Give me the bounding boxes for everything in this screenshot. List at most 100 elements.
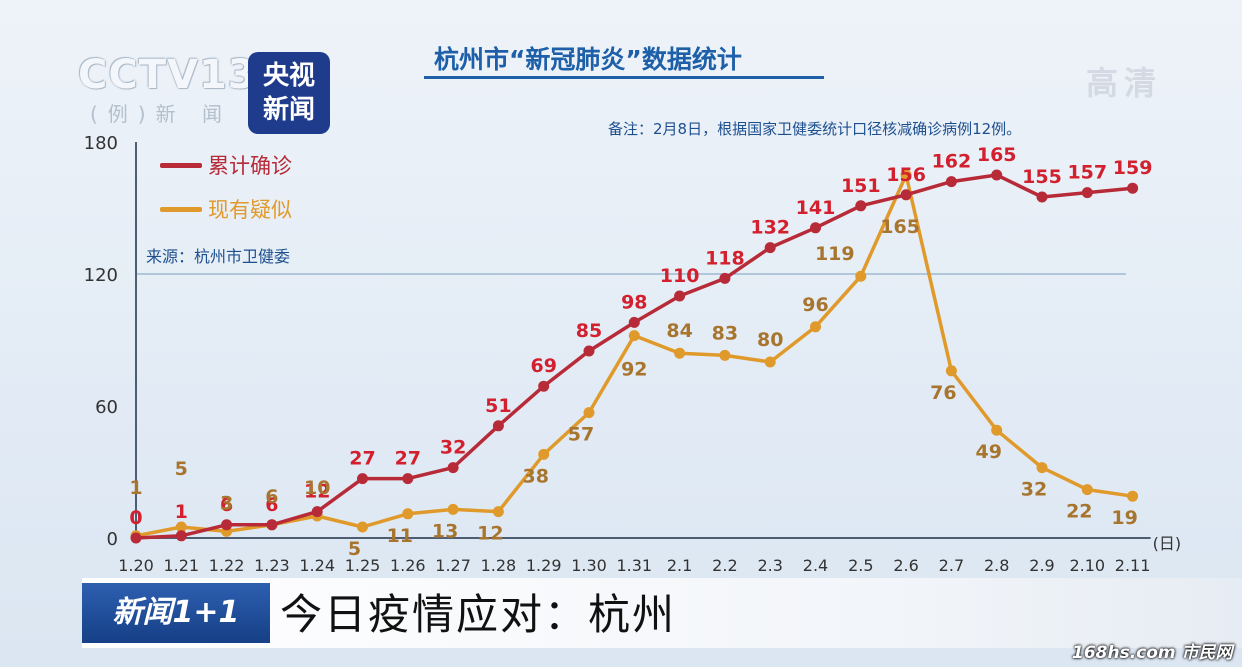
legend-swatch-confirmed: [160, 163, 202, 168]
point-suspected-2.7: [945, 365, 957, 377]
y-tick-label-0: 0: [107, 529, 118, 550]
y-tick-label-60: 60: [95, 397, 118, 418]
data-label-confirmed-2.9: 155: [1022, 166, 1062, 188]
data-label-suspected-2.2: 83: [712, 322, 738, 344]
legend-label-suspected: 现有疑似: [208, 198, 292, 222]
point-confirmed-1.27: [447, 462, 459, 474]
x-tick-label-1.27: 1.27: [435, 556, 471, 575]
data-label-confirmed-1.21: 1: [175, 501, 188, 523]
point-confirmed-1.24: [311, 506, 323, 518]
x-tick-label-2.10: 2.10: [1069, 556, 1105, 575]
point-suspected-1.27: [447, 503, 459, 515]
lower-third-bar: [82, 578, 1242, 648]
data-label-confirmed-2.10: 157: [1067, 162, 1107, 184]
point-confirmed-1.28: [492, 420, 504, 432]
x-tick-label-1.23: 1.23: [254, 556, 290, 575]
data-label-suspected-1.25: 5: [348, 538, 361, 560]
data-label-suspected-1.24: 10: [304, 477, 330, 499]
news-logo-line2: 新闻: [262, 95, 315, 125]
data-label-confirmed-1.24: 12: [304, 481, 330, 503]
x-tick-label-2.9: 2.9: [1029, 556, 1054, 575]
point-confirmed-2.1: [674, 290, 686, 302]
point-suspected-2.3: [764, 356, 776, 368]
point-confirmed-2.4: [810, 222, 821, 234]
data-label-confirmed-2.1: 110: [660, 265, 700, 287]
x-tick-label-1.24: 1.24: [299, 556, 335, 575]
chart-source: 来源：杭州市卫健委: [146, 247, 291, 266]
data-label-confirmed-2.4: 141: [796, 197, 836, 219]
data-label-suspected-2.8: 49: [975, 441, 1001, 463]
x-tick-label-2.5: 2.5: [848, 556, 873, 575]
x-tick-label-1.25: 1.25: [345, 556, 381, 575]
x-tick-label-1.28: 1.28: [481, 556, 517, 575]
chart-title: 杭州市“新冠肺炎”数据统计: [434, 45, 742, 74]
data-label-confirmed-1.31: 98: [621, 291, 647, 313]
headline: 今日疫情应对：杭州: [280, 590, 677, 639]
data-label-confirmed-1.27: 32: [440, 437, 466, 459]
data-label-suspected-2.1: 84: [666, 320, 692, 342]
point-suspected-1.25: [357, 521, 368, 533]
x-tick-label-1.21: 1.21: [163, 556, 199, 575]
point-confirmed-2.10: [1081, 187, 1093, 199]
data-label-suspected-1.30: 57: [568, 424, 594, 446]
point-suspected-1.29: [538, 448, 550, 460]
point-confirmed-2.7: [945, 176, 957, 188]
data-label-confirmed-1.25: 27: [349, 448, 375, 470]
x-tick-label-1.30: 1.30: [571, 556, 607, 575]
point-confirmed-1.26: [402, 473, 414, 485]
point-confirmed-1.22: [221, 519, 233, 531]
data-label-confirmed-1.28: 51: [485, 395, 511, 417]
data-label-suspected-2.3: 80: [757, 329, 783, 351]
data-label-suspected-2.4: 96: [802, 294, 828, 316]
point-suspected-2.8: [991, 424, 1003, 436]
data-label-suspected-1.31: 92: [621, 359, 647, 381]
x-tick-label-2.1: 2.1: [667, 556, 692, 575]
point-suspected-2.9: [1036, 462, 1048, 474]
data-label-confirmed-2.6: 156: [886, 164, 926, 186]
data-label-suspected-2.5: 119: [815, 243, 855, 265]
point-confirmed-2.2: [719, 272, 731, 284]
title-underline: [424, 76, 824, 79]
point-suspected-1.21: [175, 521, 187, 533]
x-tick-label-2.2: 2.2: [712, 556, 737, 575]
point-suspected-1.26: [402, 508, 414, 520]
point-confirmed-1.21: [175, 530, 187, 542]
series-line-suspected: [135, 173, 1133, 538]
data-label-confirmed-2.2: 118: [705, 247, 745, 269]
hd-mark: 高清: [1086, 64, 1163, 102]
legend-label-confirmed: 累计确诊: [208, 154, 292, 178]
data-label-suspected-2.6: 165: [880, 216, 920, 238]
program-badge: 新闻1+1: [82, 583, 270, 643]
y-tick-label-120: 120: [84, 265, 118, 286]
channel-subtitle: (例)新 闻: [90, 102, 232, 126]
point-suspected-2.1: [674, 347, 686, 359]
data-label-confirmed-1.22: 6: [220, 494, 233, 516]
point-confirmed-2.8: [991, 169, 1003, 181]
chart-note: 备注：2月8日，根据国家卫健委统计口径核减确诊病例12例。: [608, 120, 1022, 138]
data-label-suspected-1.23: 6: [265, 486, 278, 508]
legend-swatch-suspected: [160, 207, 202, 212]
data-label-suspected-1.20: 1: [129, 477, 142, 499]
point-confirmed-1.20: [130, 532, 142, 544]
data-label-suspected-2.9: 32: [1021, 479, 1047, 501]
data-label-suspected-1.21: 5: [175, 458, 188, 480]
point-confirmed-1.31: [628, 316, 640, 328]
x-tick-label-2.8: 2.8: [984, 556, 1009, 575]
data-label-suspected-1.29: 38: [522, 465, 548, 487]
point-suspected-2.10: [1081, 484, 1093, 496]
point-suspected-2.5: [855, 270, 867, 282]
data-label-confirmed-1.26: 27: [395, 448, 421, 470]
point-suspected-1.30: [583, 407, 595, 419]
point-suspected-1.31: [628, 330, 640, 342]
point-confirmed-1.25: [357, 473, 368, 485]
series-line-confirmed: [135, 173, 1133, 540]
data-label-confirmed-2.7: 162: [932, 151, 972, 173]
data-label-suspected-1.27: 13: [432, 520, 458, 542]
x-tick-label-2.4: 2.4: [803, 556, 828, 575]
y-tick-label-180: 180: [84, 133, 118, 154]
data-label-suspected-1.22: 3: [220, 492, 233, 514]
point-confirmed-1.23: [266, 519, 278, 531]
